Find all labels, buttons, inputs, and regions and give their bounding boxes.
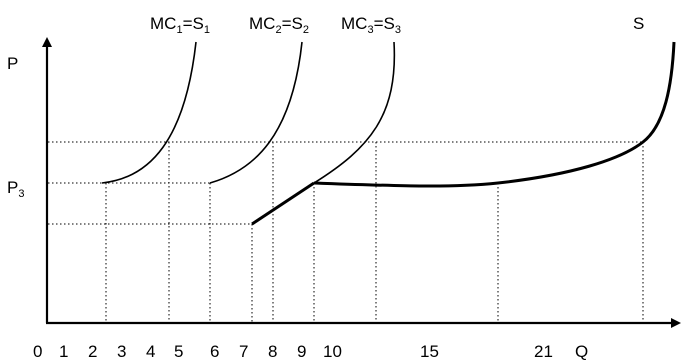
x-tick: 21 bbox=[534, 342, 553, 361]
y-axis-label: P bbox=[7, 54, 18, 73]
price-p3-label: P3 bbox=[7, 178, 24, 200]
x-tick: 9 bbox=[297, 342, 306, 361]
x-tick: 8 bbox=[268, 342, 277, 361]
mc3-curve bbox=[313, 41, 396, 184]
market-supply-curve bbox=[313, 41, 676, 188]
mc3-label: MC3=S3 bbox=[341, 14, 401, 36]
x-tick-labels: 0 1 2 3 4 5 6 7 8 9 10 15 21 Q bbox=[33, 342, 588, 361]
x-tick: 7 bbox=[239, 342, 248, 361]
x-tick: 10 bbox=[323, 342, 342, 361]
x-tick: 2 bbox=[88, 342, 97, 361]
mc1-label: MC1=S1 bbox=[150, 14, 210, 36]
mc2-curve bbox=[209, 41, 303, 184]
mc1-curve bbox=[101, 41, 197, 184]
mc2-label: MC2=S2 bbox=[249, 14, 309, 36]
x-tick: 15 bbox=[420, 342, 439, 361]
x-tick: 5 bbox=[174, 342, 183, 361]
x-tick: 4 bbox=[146, 342, 155, 361]
x-tick: 0 bbox=[33, 342, 42, 361]
market-supply-lower-segment bbox=[251, 181, 315, 226]
x-tick: 6 bbox=[210, 342, 219, 361]
vertical-guides bbox=[105, 142, 644, 323]
x-tick: 3 bbox=[117, 342, 126, 361]
horizontal-guides bbox=[48, 141, 643, 225]
market-supply-label: S bbox=[633, 14, 644, 33]
x-axis-label: Q bbox=[575, 342, 588, 361]
x-tick: 1 bbox=[59, 342, 68, 361]
